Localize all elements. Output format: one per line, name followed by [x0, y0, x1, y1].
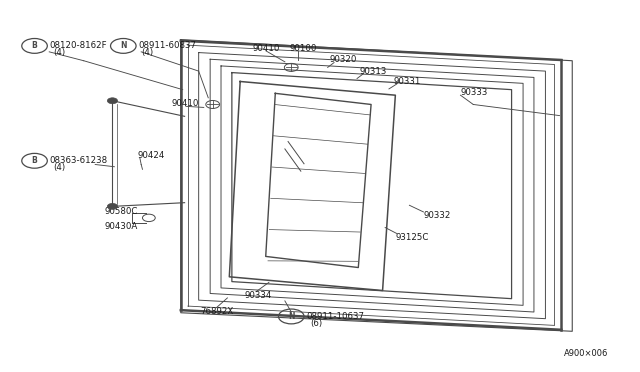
- Text: 90313: 90313: [360, 67, 387, 76]
- Text: N: N: [288, 312, 294, 321]
- Text: B: B: [31, 156, 37, 165]
- Text: 76892X: 76892X: [200, 307, 233, 316]
- Text: 90331: 90331: [394, 77, 421, 86]
- Text: 90320: 90320: [330, 55, 357, 64]
- Text: 90580C: 90580C: [104, 208, 138, 217]
- Text: N: N: [120, 41, 127, 51]
- Circle shape: [108, 98, 118, 104]
- Text: 08120-8162F: 08120-8162F: [49, 41, 107, 51]
- Text: 08911-10637: 08911-10637: [306, 312, 364, 321]
- Text: 08363-61238: 08363-61238: [49, 156, 108, 165]
- Text: (4): (4): [53, 163, 65, 172]
- Text: 08911-60837: 08911-60837: [138, 41, 196, 51]
- Text: 90430A: 90430A: [104, 222, 138, 231]
- Text: A900×006: A900×006: [564, 349, 609, 358]
- Text: 90424: 90424: [138, 151, 164, 160]
- Text: 93125C: 93125C: [396, 232, 429, 242]
- Text: (4): (4): [141, 48, 154, 57]
- Text: 90410: 90410: [172, 99, 199, 108]
- Text: (4): (4): [53, 48, 65, 57]
- Text: 90100: 90100: [290, 44, 317, 52]
- Text: 90334: 90334: [244, 291, 272, 300]
- Text: 90410: 90410: [252, 44, 280, 52]
- Text: 90333: 90333: [461, 88, 488, 97]
- Text: (6): (6): [310, 319, 322, 328]
- Text: 90332: 90332: [424, 211, 451, 220]
- Text: B: B: [31, 41, 37, 51]
- Circle shape: [108, 203, 118, 209]
